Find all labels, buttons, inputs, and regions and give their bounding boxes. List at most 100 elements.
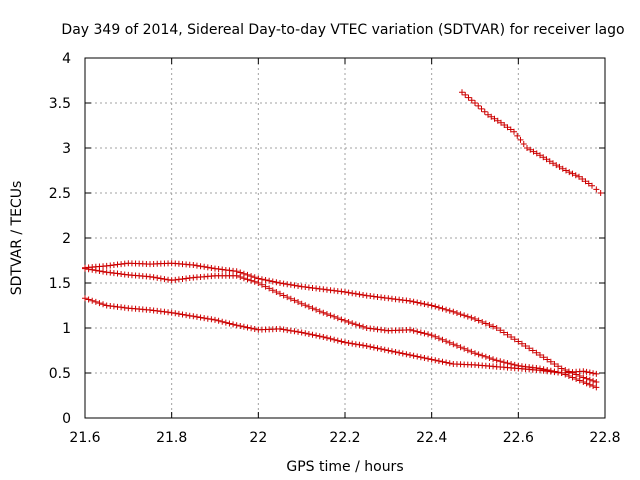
data-point: [298, 329, 305, 336]
data-point: [345, 340, 352, 346]
data-point: [472, 350, 478, 357]
data-point: [277, 325, 283, 332]
x-tick-label: 22.2: [329, 430, 360, 446]
data-point: [193, 262, 200, 269]
data-point: [428, 356, 435, 363]
data-point: [432, 357, 439, 364]
data-point: [410, 352, 417, 359]
data-point: [486, 322, 493, 328]
data-point: [269, 278, 276, 285]
data-point: [381, 346, 388, 353]
data-point: [486, 355, 493, 361]
data-point: [507, 126, 514, 133]
data-point: [396, 349, 403, 356]
data-point: [208, 316, 215, 323]
data-point: [550, 160, 556, 167]
data-point: [524, 145, 530, 151]
data-point: [410, 298, 417, 305]
data-point: [222, 319, 229, 326]
data-point: [360, 292, 367, 298]
data-point: [219, 318, 226, 325]
data-point: [370, 344, 377, 351]
data-point: [323, 311, 330, 318]
data-point: [295, 283, 302, 289]
data-point: [544, 356, 551, 363]
data-point: [533, 150, 540, 157]
data-point: [425, 301, 432, 308]
data-point: [172, 310, 179, 317]
data-point: [494, 117, 501, 124]
data-point: [342, 339, 348, 346]
data-point: [490, 356, 497, 363]
data-point: [450, 341, 457, 348]
data-point: [240, 275, 247, 282]
data-point: [457, 344, 464, 351]
data-point: [85, 266, 92, 273]
data-point: [421, 355, 428, 361]
y-tick-label: 2.5: [49, 186, 71, 202]
data-point: [89, 297, 96, 304]
data-point: [147, 273, 153, 280]
data-point: [302, 330, 309, 337]
data-point: [385, 347, 392, 354]
data-point: [493, 357, 500, 364]
data-point: [569, 374, 576, 381]
x-tick-label: 22.6: [503, 430, 534, 446]
data-point: [520, 140, 527, 147]
data-point: [399, 350, 406, 357]
data-point: [226, 320, 233, 327]
data-point: [154, 274, 161, 281]
data-point: [493, 325, 500, 331]
data-point: [508, 334, 515, 340]
data-point: [262, 277, 269, 283]
data-point: [356, 341, 363, 348]
data-point: [327, 312, 334, 319]
data-point: [193, 313, 200, 320]
data-point: [414, 328, 421, 335]
data-point: [479, 319, 486, 325]
data-point: [407, 326, 413, 333]
data-point: [280, 280, 287, 287]
data-point: [435, 304, 442, 311]
data-point: [435, 335, 442, 342]
data-point: [392, 349, 399, 355]
data-point: [589, 182, 595, 189]
grid-lines: [85, 58, 605, 418]
data-point: [85, 296, 92, 303]
data-point: [201, 315, 208, 322]
data-point: [522, 343, 529, 349]
data-point: [287, 295, 294, 302]
data-point: [331, 336, 338, 343]
data-point: [183, 312, 190, 319]
data-point: [82, 265, 88, 272]
data-point: [446, 339, 453, 346]
data-point: [349, 290, 356, 297]
data-point: [150, 274, 157, 281]
data-point: [555, 363, 562, 370]
y-tick-label: 1.5: [49, 276, 71, 292]
data-point: [374, 345, 381, 352]
data-point: [248, 325, 255, 332]
data-point: [100, 301, 107, 308]
data-point: [345, 289, 352, 296]
data-point: [233, 272, 240, 279]
data-point: [378, 346, 385, 352]
data-point: [100, 268, 107, 275]
data-point: [287, 327, 294, 334]
data-point: [498, 119, 504, 126]
data-point: [579, 176, 586, 183]
data-point: [478, 105, 485, 112]
data-point: [305, 303, 312, 310]
data-point: [439, 305, 446, 312]
data-point: [258, 276, 265, 283]
data-point: [266, 277, 273, 284]
data-point: [334, 337, 341, 344]
data-point: [468, 348, 475, 355]
data-point: [439, 336, 446, 343]
data-point: [488, 113, 495, 120]
data-point: [327, 335, 334, 342]
data-point: [230, 321, 237, 328]
data-point: [526, 345, 533, 352]
data-point: [593, 370, 600, 377]
data-point: [514, 132, 521, 139]
